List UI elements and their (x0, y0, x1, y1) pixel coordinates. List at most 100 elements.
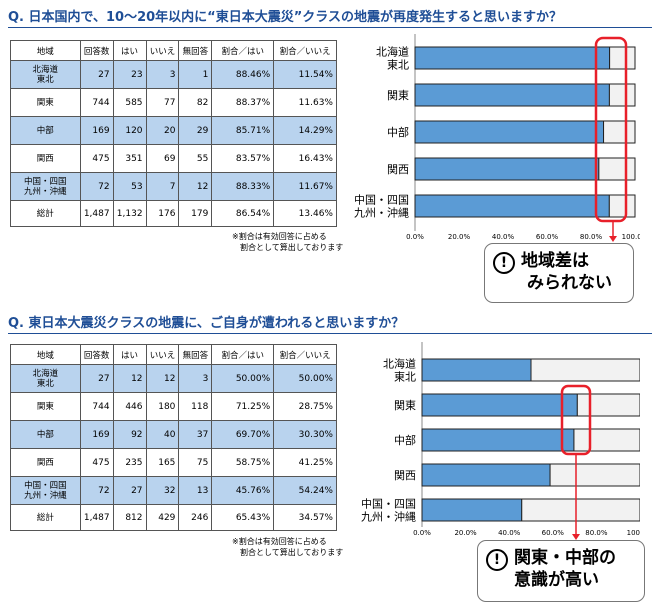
table-row: 北海道 東北 27 23 3 1 88.46% 11.54% (10, 60, 337, 89)
header-no: いいえ (145, 344, 180, 365)
yes-pct-cell: 50.00% (211, 364, 275, 393)
x-tick-label: 0.0% (406, 233, 424, 241)
header-yes: はい (112, 344, 147, 365)
total-label-cell: 総計 (10, 200, 81, 227)
category-label: 関西 (394, 469, 416, 482)
bar-yes (414, 120, 605, 144)
table-row: 関西 475 235 165 75 58.75% 41.25% (10, 448, 337, 477)
count-cell: 169 (79, 116, 114, 145)
note-line: ※割合は有効回答に占める (232, 232, 327, 241)
na-cell: 37 (178, 420, 213, 449)
table-row: 北海道 東北 27 12 12 3 50.00% 50.00% (10, 364, 337, 393)
no-cell: 77 (145, 88, 180, 117)
callout-line: みられない (527, 273, 612, 293)
no-pct-cell: 16.43% (273, 144, 337, 173)
count-cell: 72 (79, 172, 114, 201)
yes-cell: 235 (112, 448, 147, 477)
no-cell: 69 (145, 144, 180, 173)
header-region: 地域 (10, 344, 81, 365)
bar-no (530, 358, 640, 382)
callout-line: 関東・中部の (514, 548, 616, 568)
x-tick-label: 40.0% (492, 233, 515, 241)
region-cell: 関東 (10, 88, 81, 117)
na-cell: 1 (178, 60, 213, 89)
category-label: 中部 (387, 125, 409, 139)
bar-no (576, 393, 640, 417)
table-header-row: 地域 回答数 はい いいえ 無回答 割合／はい 割合／いいえ (10, 344, 337, 365)
na-cell: 118 (178, 392, 213, 421)
highlight-box (594, 36, 628, 223)
na-cell: 12 (178, 172, 213, 201)
no-cell: 3 (145, 60, 180, 89)
category-label: 九州・沖縄 (354, 206, 409, 220)
na-cell: 179 (178, 200, 213, 227)
no-pct-cell: 50.00% (273, 364, 337, 393)
region-cell: 中部 (10, 420, 81, 449)
callout-2: ! 関東・中部の 意識が高い (477, 540, 645, 602)
total-label-cell: 総計 (10, 504, 81, 531)
bar-no (573, 428, 640, 452)
na-cell: 3 (178, 364, 213, 393)
table-row: 中国・四国 九州・沖縄 72 27 32 13 45.76% 54.24% (10, 476, 337, 505)
yes-pct-cell: 65.43% (211, 504, 275, 531)
bar-yes (421, 463, 551, 487)
table-row: 関東 744 446 180 118 71.25% 28.75% (10, 392, 337, 421)
count-cell: 27 (79, 60, 114, 89)
yes-pct-cell: 71.25% (211, 392, 275, 421)
region-line: 北海道 (32, 368, 59, 379)
region-line: 中国・四国 (24, 480, 67, 491)
no-pct-cell: 13.46% (273, 200, 337, 227)
yes-pct-cell: 88.33% (211, 172, 275, 201)
na-cell: 75 (178, 448, 213, 477)
na-cell: 29 (178, 116, 213, 145)
header-yes-pct: 割合／はい (211, 344, 275, 365)
yes-pct-cell: 58.75% (211, 448, 275, 477)
no-pct-cell: 54.24% (273, 476, 337, 505)
no-pct-cell: 11.63% (273, 88, 337, 117)
yes-pct-cell: 69.70% (211, 420, 275, 449)
header-na: 無回答 (178, 344, 213, 365)
na-cell: 246 (178, 504, 213, 531)
region-cell: 中国・四国 九州・沖縄 (10, 172, 81, 201)
survey-2-table: 地域 回答数 はい いいえ 無回答 割合／はい 割合／いいえ 北海道 東北 27 … (10, 344, 337, 531)
x-tick-label: 100.0% (622, 233, 640, 241)
no-pct-cell: 30.30% (273, 420, 337, 449)
no-cell: 165 (145, 448, 180, 477)
x-tick-label: 100.0% (627, 529, 640, 537)
yes-pct-cell: 45.76% (211, 476, 275, 505)
x-tick-label: 80.0% (580, 233, 603, 241)
header-no: いいえ (145, 40, 180, 61)
no-cell: 12 (145, 364, 180, 393)
yes-cell: 23 (112, 60, 147, 89)
no-cell: 429 (145, 504, 180, 531)
table-row: 中部 169 92 40 37 69.70% 30.30% (10, 420, 337, 449)
header-na: 無回答 (178, 40, 213, 61)
table-row: 関東 744 585 77 82 88.37% 11.63% (10, 88, 337, 117)
bar-yes (421, 358, 532, 382)
yes-cell: 92 (112, 420, 147, 449)
region-line: 東北 (36, 74, 54, 85)
no-pct-cell: 28.75% (273, 392, 337, 421)
category-label: 中国・四国 (354, 194, 409, 207)
table-note-2: ※割合は有効回答に占める 割合として算出しております (232, 536, 343, 558)
callout-line: 地域差は (521, 251, 589, 271)
category-label: 北海道 (376, 45, 409, 59)
category-label: 関東 (387, 89, 409, 102)
yes-cell: 585 (112, 88, 147, 117)
category-label: 関西 (387, 163, 409, 176)
region-cell: 中部 (10, 116, 81, 145)
table-total-row: 総計 1,487 812 429 246 65.43% 34.57% (10, 504, 337, 531)
no-pct-cell: 11.67% (273, 172, 337, 201)
x-tick-label: 60.0% (536, 233, 559, 241)
x-tick-label: 60.0% (542, 529, 565, 537)
yes-pct-cell: 88.46% (211, 60, 275, 89)
header-yes-pct: 割合／はい (211, 40, 275, 61)
x-tick-label: 80.0% (585, 529, 608, 537)
region-line: 東北 (36, 378, 54, 389)
exclamation-icon: ! (486, 549, 508, 571)
table-header-row: 地域 回答数 はい いいえ 無回答 割合／はい 割合／いいえ (10, 40, 337, 61)
bar-yes (414, 157, 600, 181)
region-cell: 中国・四国 九州・沖縄 (10, 476, 81, 505)
region-cell: 北海道 東北 (10, 364, 81, 393)
note-line: ※割合は有効回答に占める (232, 537, 327, 546)
